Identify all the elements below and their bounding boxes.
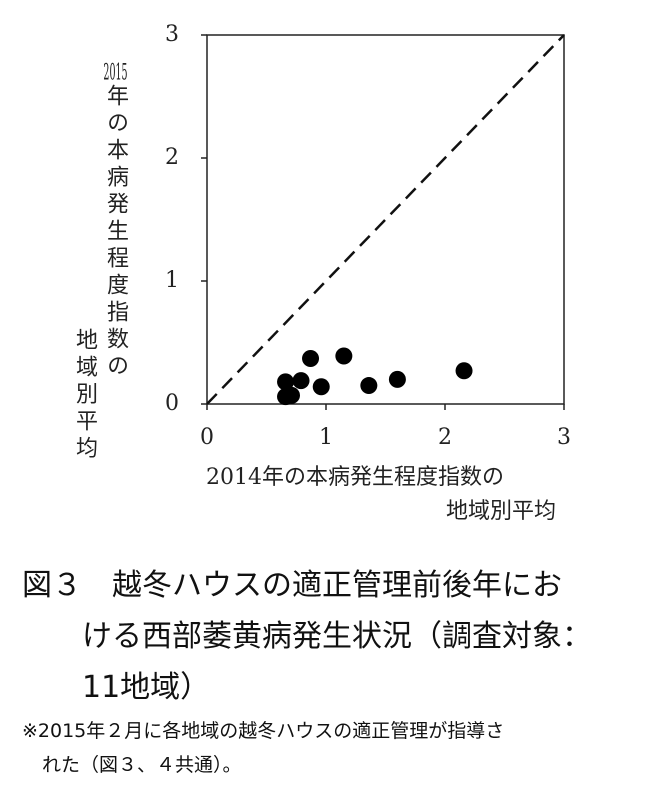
- y-tick-label: 0: [165, 391, 179, 416]
- reference-line: [206, 34, 565, 405]
- data-point: [312, 378, 330, 396]
- x-tick-label: 0: [200, 425, 214, 450]
- x-axis-label: 2014年の本病発生程度指数の: [206, 465, 504, 490]
- y-axis-label: 2015年の本病発生程度指数の: [103, 62, 128, 381]
- data-point: [302, 349, 320, 367]
- data-point: [360, 377, 378, 395]
- chart: 2014年の本病発生程度指数の 地域別平均 0 1 2 3 0 1 2 3: [165, 22, 571, 524]
- data-point: [277, 373, 295, 391]
- x-axis-label: 地域別平均: [446, 499, 556, 524]
- data-point: [455, 362, 473, 380]
- note-line: れた（図３、４共通）。: [42, 754, 242, 776]
- y-tick-label: 3: [165, 22, 179, 47]
- caption-line: ける西部萎黄病発生状況（調査対象：: [82, 619, 592, 654]
- caption-line: 図３ 越冬ハウスの適正管理前後年にお: [22, 568, 562, 603]
- y-tick-label: 2: [165, 145, 179, 170]
- x-tick-label: 1: [319, 425, 333, 450]
- data-point: [292, 372, 310, 390]
- data-point: [282, 386, 300, 404]
- note-line: ※2015年２月に各地域の越冬ハウスの適正管理が指導さ: [22, 720, 505, 742]
- y-tick-label: 1: [165, 268, 179, 293]
- data-point: [335, 347, 353, 365]
- x-tick-label: 3: [557, 425, 571, 450]
- x-tick-label: 2: [438, 425, 452, 450]
- y-axis-label: 地域別平均: [72, 328, 97, 463]
- plot-frame: [206, 34, 565, 405]
- caption-line: 11地域）: [82, 670, 211, 705]
- data-point: [388, 370, 406, 388]
